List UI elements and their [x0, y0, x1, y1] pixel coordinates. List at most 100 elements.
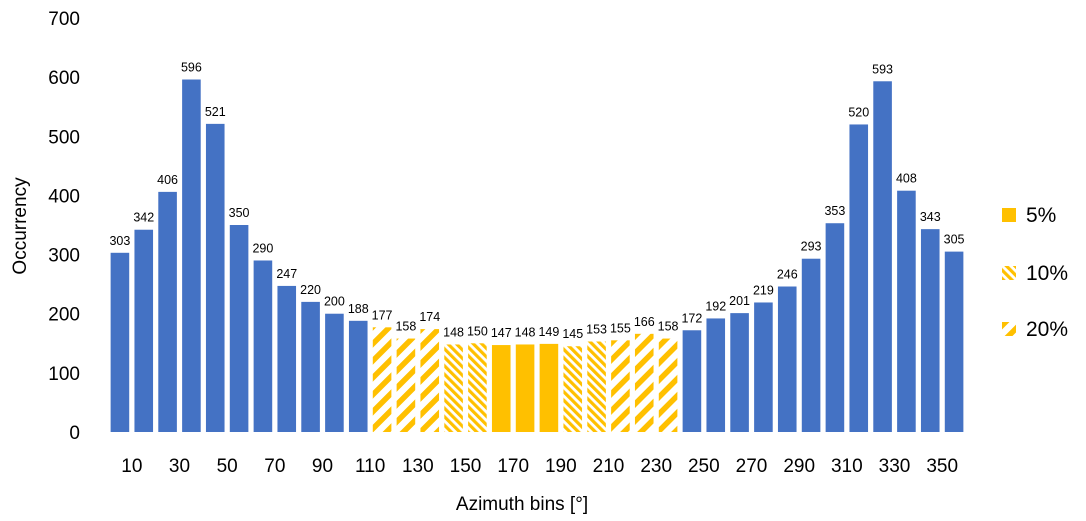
- bar: [849, 124, 869, 432]
- x-tick-label: 190: [545, 456, 577, 477]
- bar: [396, 338, 416, 432]
- bar: [158, 191, 177, 432]
- bar-value-label: 246: [777, 268, 798, 282]
- bar-value-label: 408: [896, 172, 917, 186]
- y-tick-label: 600: [48, 68, 80, 89]
- bar-value-label: 148: [515, 325, 536, 339]
- bar-value-label: 247: [276, 267, 297, 281]
- y-axis-ticks: 0 100 200 300 400 500 600 700: [48, 9, 80, 444]
- bar-value-label: 343: [920, 210, 941, 224]
- y-tick-label: 0: [69, 423, 80, 444]
- bar-value-label: 353: [824, 204, 845, 218]
- x-tick-label: 110: [355, 456, 385, 477]
- bar-value-label: 520: [848, 105, 869, 119]
- bar-value-label: 158: [395, 320, 416, 334]
- bar: [587, 341, 606, 432]
- bar-value-label: 521: [205, 105, 226, 119]
- bar-value-label: 149: [538, 325, 559, 339]
- x-tick-label: 50: [217, 456, 238, 477]
- x-tick-label: 230: [640, 456, 672, 477]
- bar: [229, 225, 249, 432]
- bar-value-label: 200: [324, 295, 345, 309]
- bar-value-label: 147: [491, 326, 512, 340]
- bar: [325, 313, 344, 432]
- bar-value-label: 593: [872, 62, 893, 76]
- bar: [873, 81, 892, 432]
- bar: [134, 229, 154, 432]
- bar-value-label: 220: [300, 283, 321, 297]
- y-axis-title: Occurrency: [10, 177, 31, 275]
- bar-value-label: 350: [229, 206, 250, 220]
- bar-value-label: 305: [944, 233, 965, 247]
- y-tick-label: 500: [48, 127, 80, 148]
- legend-swatch-p5: [1002, 208, 1016, 222]
- bar-value-label: 406: [157, 173, 178, 187]
- bar-value-label: 342: [133, 211, 154, 225]
- bar-value-label: 293: [801, 240, 822, 254]
- y-tick-label: 100: [48, 364, 80, 385]
- bar: [539, 343, 559, 432]
- bar: [777, 286, 797, 432]
- bar-value-label: 158: [658, 320, 679, 334]
- bar: [634, 333, 654, 432]
- bar: [754, 302, 773, 432]
- bar-value-label: 155: [610, 321, 631, 335]
- bar: [706, 318, 726, 432]
- x-axis-title: Azimuth bins [°]: [456, 494, 588, 515]
- bar: [372, 327, 392, 432]
- bar-value-label: 174: [419, 310, 440, 324]
- bar: [920, 229, 940, 432]
- y-tick-label: 200: [48, 305, 80, 326]
- bar: [944, 251, 964, 432]
- x-axis-ticks: 10 30 50 70 90 110 130 150 170 190 210 230 250 270 290…: [121, 456, 958, 477]
- bar: [897, 190, 916, 432]
- bar: [110, 252, 130, 432]
- bar-value-label: 177: [372, 308, 393, 322]
- x-tick-label: 150: [450, 456, 482, 477]
- x-tick-label: 250: [688, 456, 720, 477]
- bar-value-label: 188: [348, 302, 369, 316]
- bar: [825, 223, 845, 432]
- x-tick-label: 30: [169, 456, 190, 477]
- bar-value-label: 172: [681, 311, 702, 325]
- x-tick-label: 310: [831, 456, 863, 477]
- bar-value-label: 145: [562, 327, 583, 341]
- bar-value-label: 201: [729, 294, 750, 308]
- bar: [658, 338, 678, 432]
- x-tick-label: 70: [264, 456, 285, 477]
- bar-value-label: 290: [252, 241, 273, 255]
- x-tick-label: 170: [497, 456, 529, 477]
- bar-value-label: 192: [705, 299, 726, 313]
- bar: [801, 258, 821, 432]
- x-tick-label: 130: [402, 456, 434, 477]
- bar: [444, 344, 463, 432]
- legend-swatch-p20: [1002, 322, 1016, 336]
- bars-group: [110, 79, 964, 432]
- bar: [682, 330, 702, 432]
- x-tick-label: 270: [736, 456, 768, 477]
- bar: [611, 340, 630, 432]
- bar-value-label: 166: [634, 315, 655, 329]
- x-tick-label: 330: [879, 456, 911, 477]
- y-tick-label: 700: [48, 9, 80, 30]
- x-tick-label: 90: [312, 456, 333, 477]
- legend-label-p10: 10%: [1026, 262, 1068, 285]
- y-tick-label: 300: [48, 246, 80, 267]
- bar: [277, 285, 297, 432]
- bar-value-label: 303: [109, 234, 130, 248]
- legend-label-p5: 5%: [1026, 204, 1056, 227]
- x-tick-label: 210: [593, 456, 625, 477]
- bar: [182, 79, 201, 432]
- x-tick-label: 350: [926, 456, 958, 477]
- bar: [491, 345, 511, 432]
- x-tick-label: 10: [121, 456, 142, 477]
- legend-label-p20: 20%: [1026, 318, 1068, 341]
- bar: [420, 329, 440, 432]
- y-tick-label: 400: [48, 186, 80, 207]
- x-tick-label: 290: [783, 456, 815, 477]
- bar-value-label: 153: [586, 323, 607, 337]
- bar: [301, 301, 320, 432]
